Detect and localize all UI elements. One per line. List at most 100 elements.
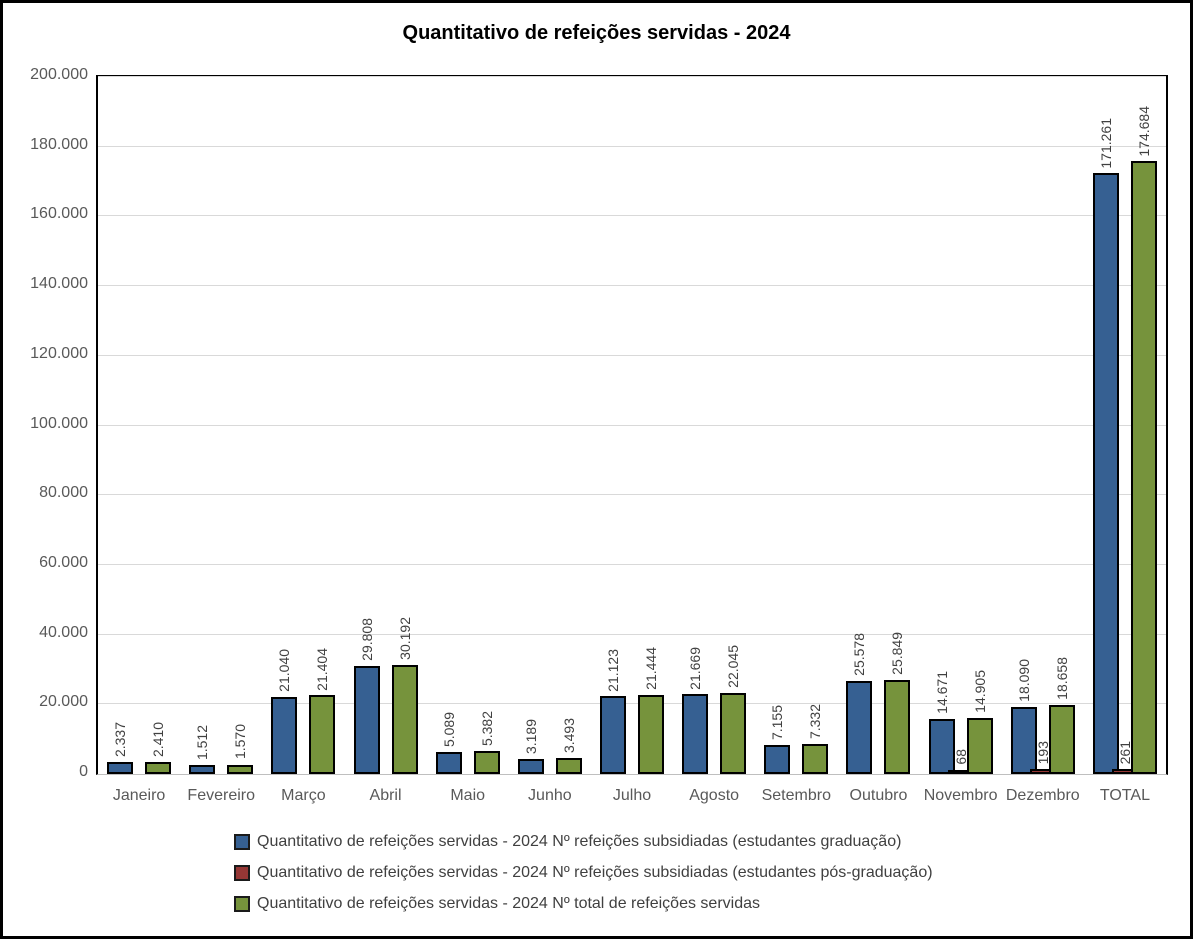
- legend-item: Quantitativo de refeições servidas - 202…: [234, 833, 933, 851]
- bar: [802, 744, 829, 774]
- bar: [145, 761, 172, 774]
- gridline: [98, 633, 1166, 635]
- y-tick-label: 60.000: [39, 553, 88, 571]
- legend-label: Quantitativo de refeições servidas - 202…: [257, 895, 760, 912]
- bar: [682, 694, 709, 774]
- bar-label: 21.444: [643, 647, 659, 691]
- gridline: [98, 215, 1166, 217]
- y-tick-label: 120.000: [30, 344, 88, 362]
- bar: [309, 695, 336, 774]
- gridline: [98, 76, 1166, 77]
- legend-swatch-icon: [234, 896, 250, 912]
- bar: [1010, 706, 1037, 774]
- y-axis-labels: 0 20.000 40.000 60.000 80.000 100.000 120.000 1…: [3, 66, 88, 780]
- bar-label: 2.410: [150, 721, 167, 757]
- x-tick-label: Março: [281, 787, 326, 804]
- y-tick-label: 80.000: [39, 484, 88, 502]
- bar-label: 174.684: [1135, 105, 1152, 157]
- x-tick-label: Agosto: [689, 787, 740, 804]
- gridline: [98, 563, 1166, 565]
- gridline: [98, 703, 1166, 705]
- bar: [1092, 173, 1119, 774]
- bar-label: 5.382: [478, 711, 495, 747]
- bar: [638, 695, 664, 774]
- legend-swatch-icon: [234, 834, 250, 850]
- legend-item: Quantitativo de refeições servidas - 202…: [234, 895, 933, 913]
- bar-label: 1.512: [194, 724, 211, 760]
- bar: [227, 764, 254, 774]
- gridline: [98, 424, 1166, 426]
- bar-label: 29.808: [358, 618, 375, 662]
- bar-label: 25.849: [889, 632, 906, 675]
- bar-label: 3.493: [560, 717, 577, 753]
- gridline: [98, 145, 1166, 147]
- x-tick-label: Maio: [450, 787, 486, 804]
- x-tick-label: Setembro: [761, 787, 831, 804]
- bar-label: 14.671: [933, 671, 950, 714]
- bar: [189, 764, 216, 774]
- bar: [846, 680, 873, 774]
- bar: [435, 752, 462, 774]
- bar-label: 21.123: [605, 648, 621, 692]
- legend: Quantitativo de refeições servidas - 202…: [234, 833, 933, 913]
- bar: [353, 666, 380, 774]
- bar-label: 21.404: [314, 647, 331, 691]
- x-tick-label: Outubro: [849, 787, 908, 804]
- x-tick-label: Abril: [369, 787, 402, 804]
- y-tick-label: 200.000: [30, 66, 88, 83]
- bar-label: 18.658: [1053, 657, 1070, 700]
- bar: [928, 718, 955, 774]
- gridline: [98, 354, 1166, 356]
- bar-label: 2.337: [112, 721, 129, 757]
- x-tick-label: TOTAL: [1099, 787, 1150, 804]
- bar: [555, 757, 582, 774]
- bar-label: 7.332: [807, 704, 824, 740]
- y-tick-label: 40.000: [39, 623, 88, 641]
- bar-label: 171.261: [1097, 117, 1114, 169]
- bar: [107, 761, 134, 774]
- bar-label: 21.040: [276, 648, 293, 692]
- x-tick-label: Novembro: [923, 787, 998, 804]
- bar: [391, 664, 418, 774]
- gridline: [98, 285, 1166, 287]
- gridline: [98, 494, 1166, 496]
- bar-label: 1.570: [232, 724, 249, 760]
- y-tick-label: 140.000: [30, 275, 88, 293]
- x-tick-label: Julho: [612, 787, 652, 804]
- bar-label: 5.089: [440, 712, 457, 748]
- plot-area: 2.337 2.410 1.512 1.570 21.040 21.404 29.808 30…: [96, 75, 1168, 775]
- legend-swatch-icon: [234, 865, 250, 881]
- x-tick-label: Fevereiro: [187, 787, 256, 804]
- bar-label: 3.189: [522, 718, 539, 754]
- legend-item: Quantitativo de refeições servidas - 202…: [234, 864, 933, 882]
- y-tick-label: 0: [79, 763, 88, 780]
- y-tick-label: 100.000: [30, 414, 88, 432]
- bar: [884, 679, 911, 774]
- bar-label: 14.905: [971, 670, 988, 714]
- bar-label: 25.578: [851, 633, 868, 676]
- legend-label: Quantitativo de refeições servidas - 202…: [257, 864, 933, 881]
- bar: [517, 758, 544, 774]
- legend-label: Quantitativo de refeições servidas - 202…: [257, 833, 902, 850]
- bar: [764, 745, 791, 774]
- x-tick-label: Junho: [528, 787, 572, 804]
- bar: [473, 751, 500, 774]
- bar: [720, 693, 747, 774]
- chart-title: Quantitativo de refeições servidas - 202…: [402, 22, 791, 44]
- bar: [966, 718, 993, 774]
- x-axis-labels: Janeiro Fevereiro Março Abril Maio Junho Julho…: [96, 775, 1168, 807]
- bar-label: 18.090: [1015, 659, 1032, 702]
- y-tick-label: 160.000: [30, 205, 88, 223]
- bar: [1130, 161, 1157, 774]
- bar-label: 30.192: [396, 616, 413, 660]
- y-tick-label: 180.000: [30, 135, 88, 153]
- bar: [600, 696, 626, 774]
- y-tick-label: 20.000: [39, 693, 88, 711]
- bar-label: 21.669: [687, 646, 704, 690]
- x-tick-label: Dezembro: [1005, 787, 1080, 804]
- bar: [1048, 704, 1075, 774]
- bar-label: 22.045: [725, 645, 742, 689]
- x-tick-label: Janeiro: [112, 787, 166, 804]
- bar: [271, 696, 298, 774]
